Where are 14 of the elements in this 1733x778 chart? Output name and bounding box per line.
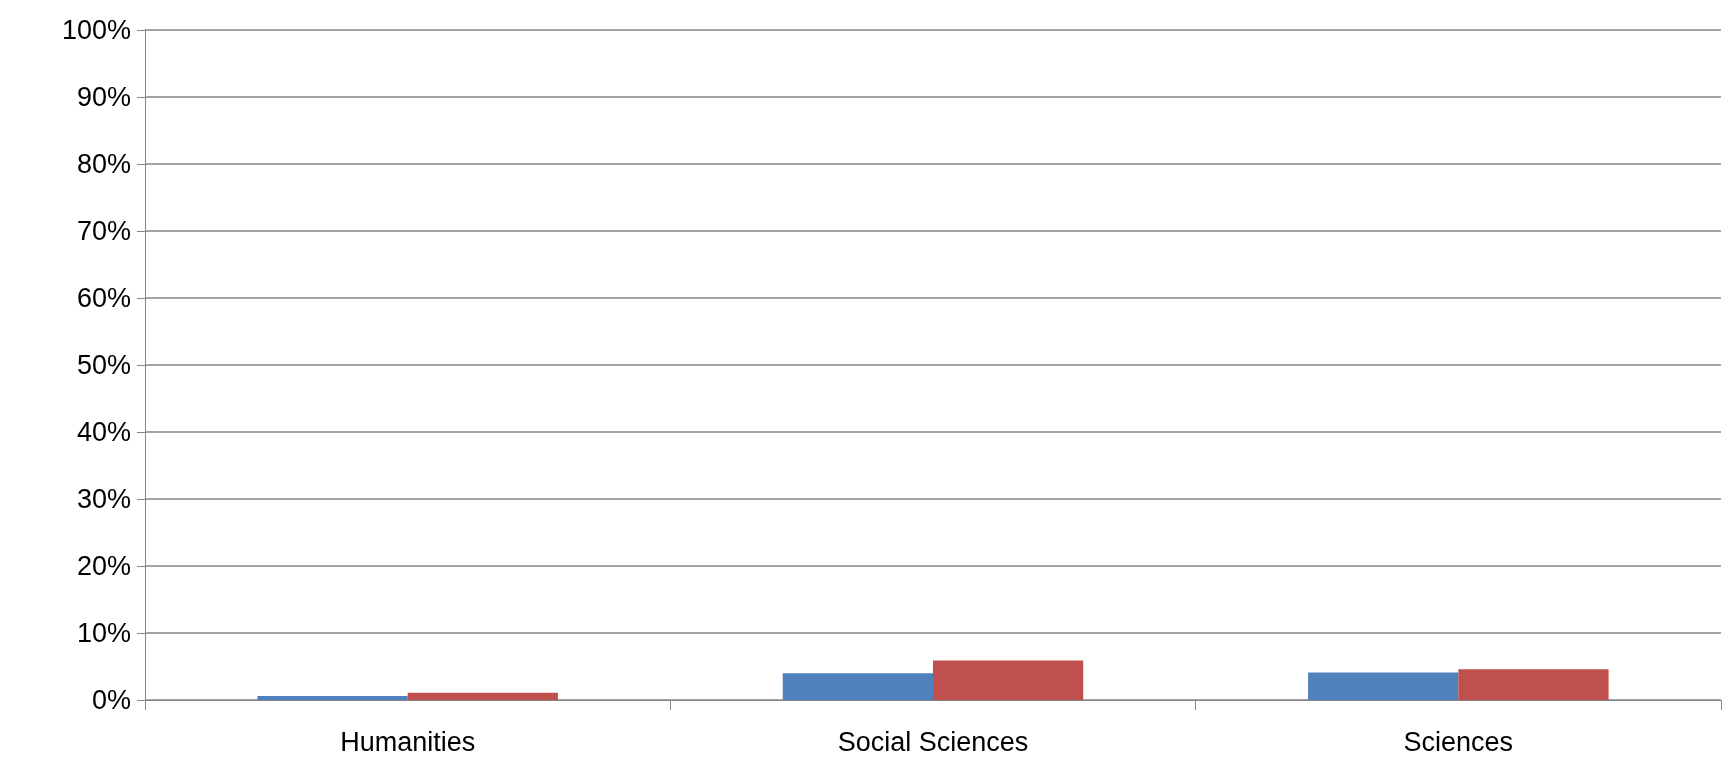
y-tick-label: 40% bbox=[76, 417, 131, 447]
y-tick-label: 80% bbox=[76, 149, 131, 179]
y-tick-label: 0% bbox=[91, 685, 131, 715]
y-tick-label: 30% bbox=[76, 484, 131, 514]
x-tick-label: Humanities bbox=[340, 726, 476, 757]
y-tick-label: 60% bbox=[76, 283, 131, 313]
x-tick-label: Sciences bbox=[1403, 726, 1514, 757]
y-tick-label: 50% bbox=[76, 350, 131, 380]
x-tick-label: Social Sciences bbox=[837, 726, 1029, 757]
y-tick-label: 100% bbox=[61, 15, 131, 45]
y-tick-label: 20% bbox=[76, 551, 131, 581]
y-tick-label: 90% bbox=[76, 82, 131, 112]
y-tick-label: 70% bbox=[76, 216, 131, 246]
y-tick-label: 10% bbox=[76, 618, 131, 648]
